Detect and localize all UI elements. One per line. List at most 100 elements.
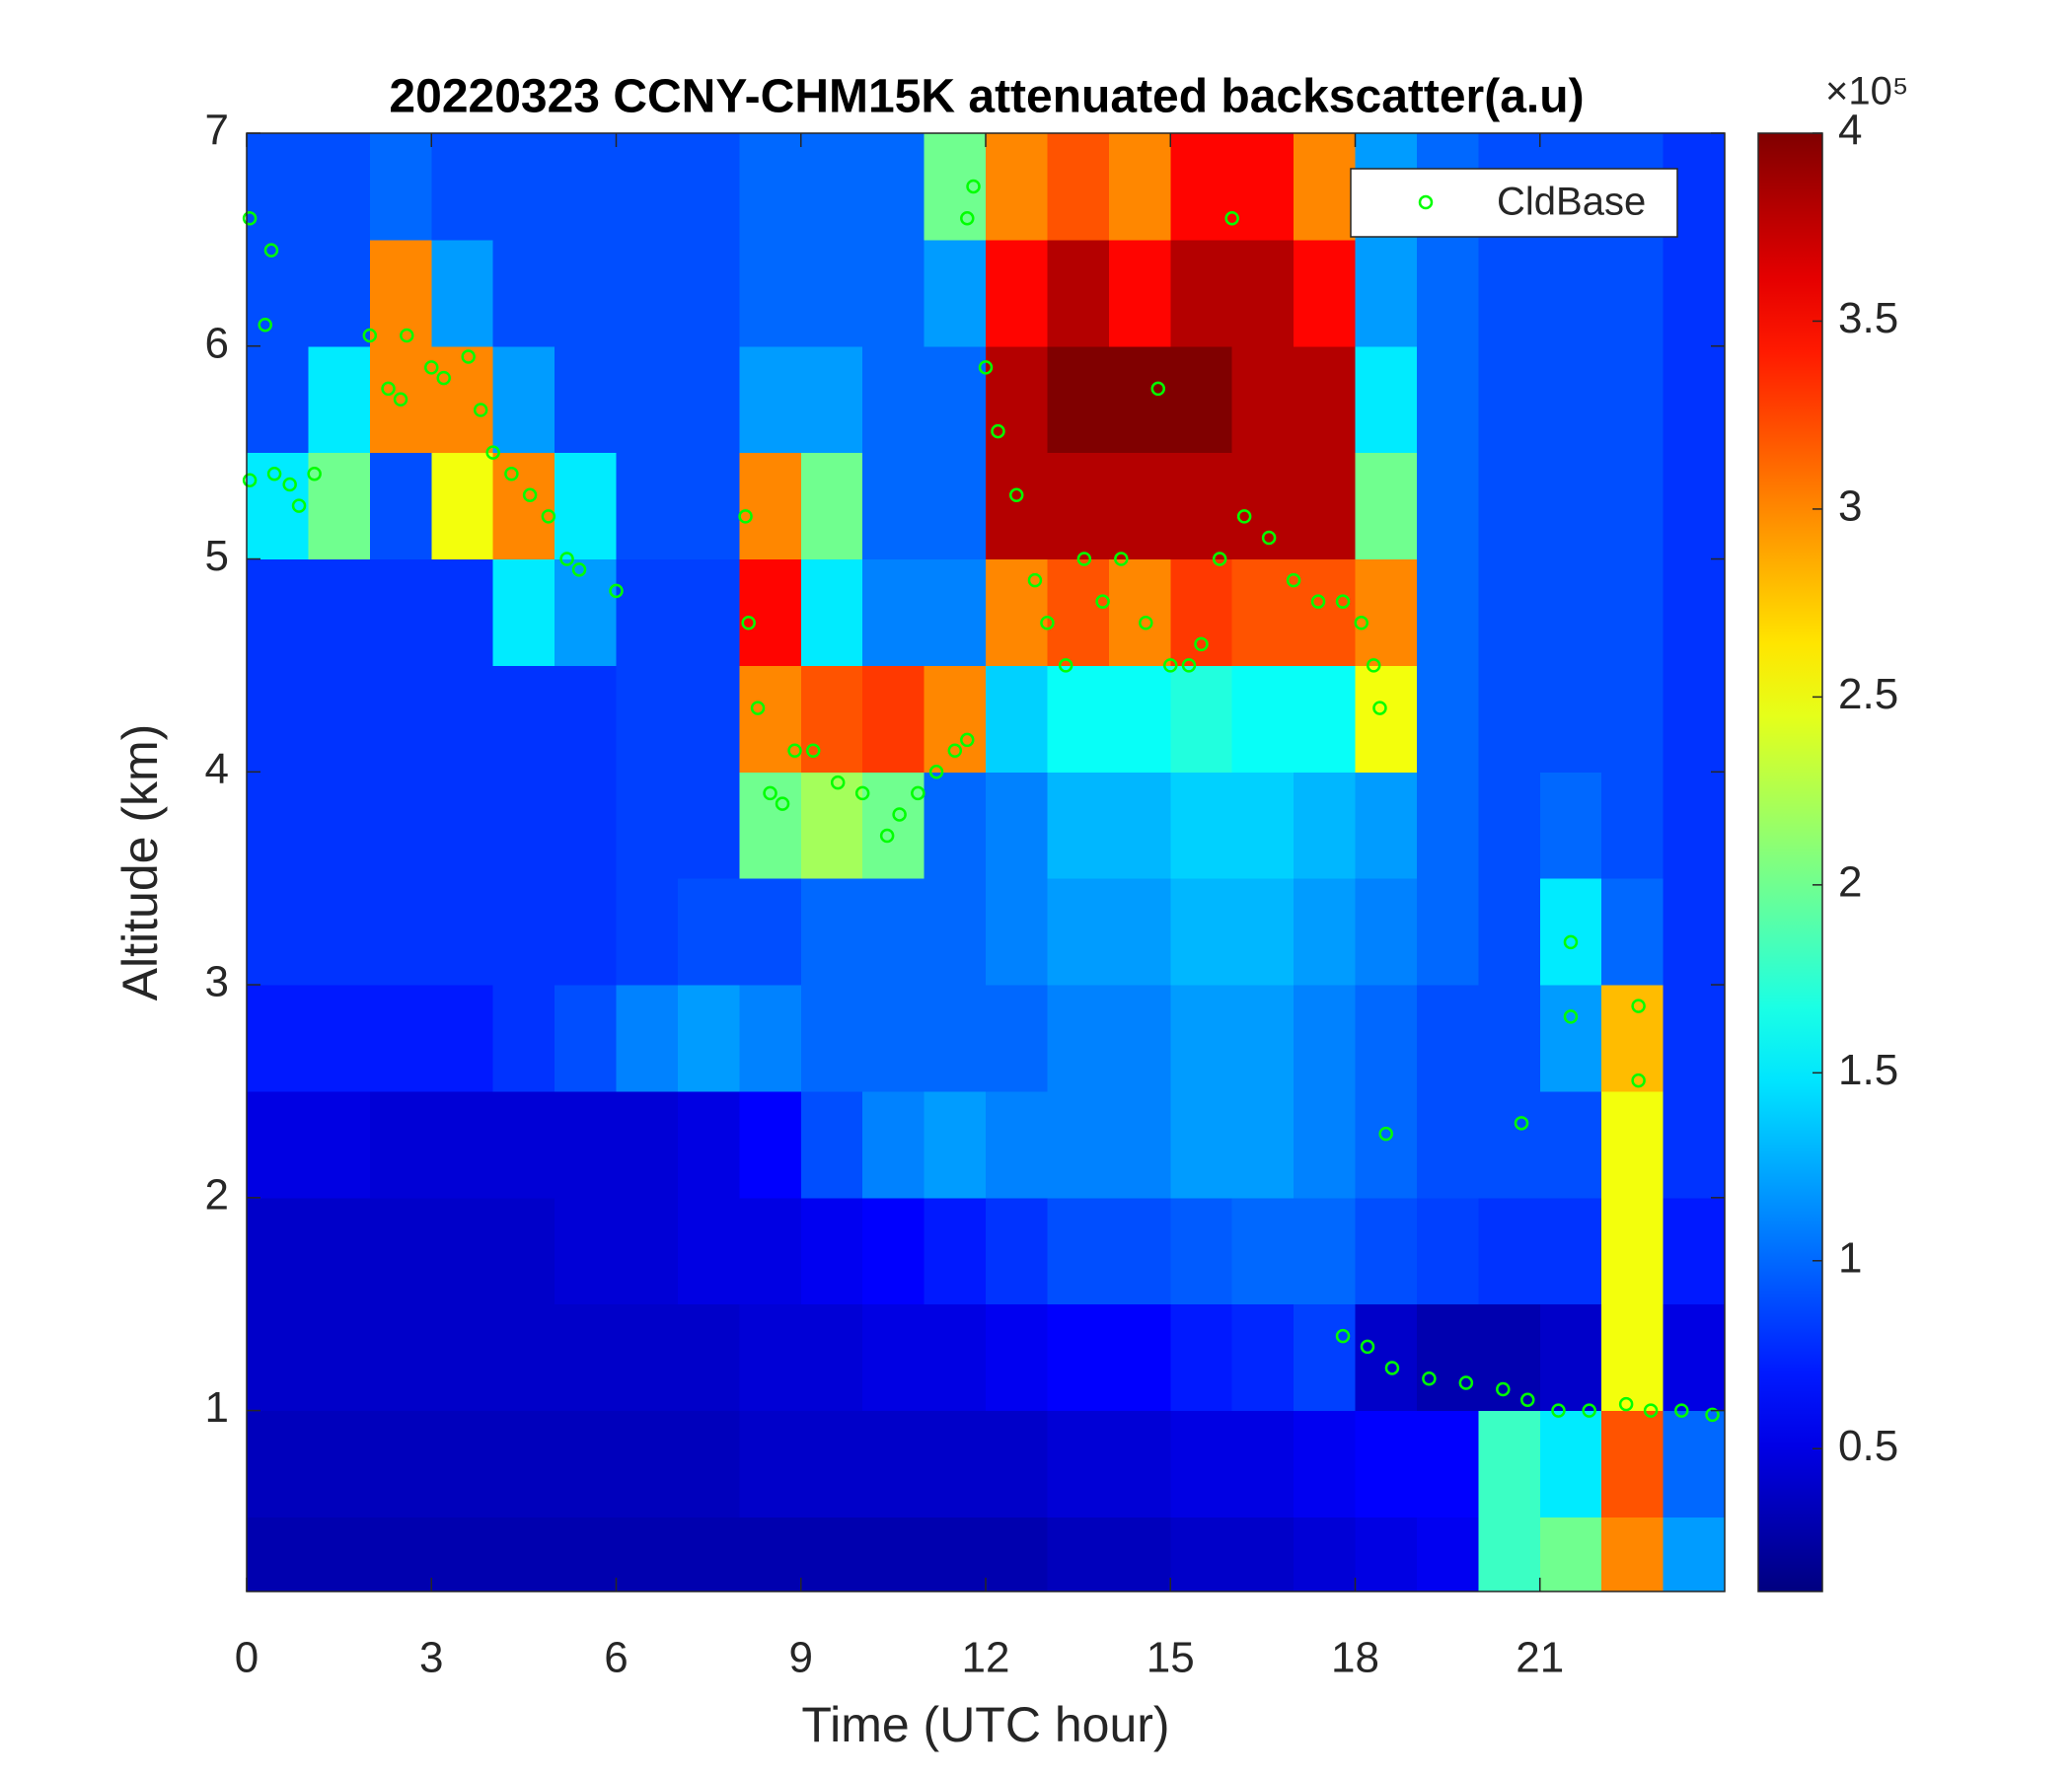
- heatmap-cell: [1539, 558, 1602, 666]
- heatmap-cell: [1108, 452, 1171, 560]
- heatmap-cell: [555, 1303, 617, 1412]
- heatmap-cell: [616, 239, 679, 347]
- heatmap-cell: [431, 1517, 494, 1592]
- cloud-base-point: [1705, 1407, 1720, 1423]
- heatmap-cell: [800, 239, 863, 347]
- heatmap-cell: [1355, 772, 1418, 879]
- heatmap-cell: [616, 1197, 679, 1305]
- heatmap-cell: [862, 1517, 925, 1592]
- cloud-base-point: [522, 487, 538, 503]
- heatmap-cell: [1539, 1197, 1602, 1305]
- heatmap-cell: [677, 1410, 740, 1517]
- heatmap-cell: [1047, 452, 1110, 560]
- heatmap-cell: [1231, 133, 1295, 241]
- heatmap-cell: [1601, 665, 1665, 773]
- heatmap-cell: [1047, 985, 1110, 1092]
- heatmap-cell: [1355, 558, 1418, 666]
- colorbar-tick-label: 3: [1838, 482, 1862, 531]
- heatmap-cell: [986, 133, 1048, 241]
- heatmap-cell: [247, 1090, 309, 1199]
- heatmap-cell: [1601, 1090, 1665, 1199]
- heatmap-cell: [924, 878, 987, 986]
- heatmap-cell: [1539, 878, 1602, 986]
- cloud-base-point: [750, 701, 766, 715]
- heatmap-cell: [1108, 133, 1171, 241]
- heatmap-cell: [1539, 665, 1602, 773]
- heatmap-cell: [1294, 665, 1356, 773]
- heatmap-cell: [1601, 345, 1665, 454]
- heatmap-cell: [677, 772, 740, 879]
- cloud-base-point: [1008, 487, 1024, 503]
- y-tick-label: 1: [205, 1383, 229, 1432]
- cloud-base-points: [242, 179, 1720, 1423]
- heatmap-cell: [492, 345, 555, 454]
- cloud-base-point: [991, 423, 1005, 439]
- cloud-base-point: [436, 370, 451, 386]
- colorbar-tick-label: 1.5: [1838, 1046, 1898, 1094]
- heatmap-cell: [924, 772, 987, 879]
- heatmap-cell: [369, 345, 432, 454]
- cloud-base-point: [1224, 211, 1239, 226]
- heatmap-cell: [924, 558, 987, 666]
- heatmap-cell: [1539, 239, 1602, 347]
- heatmap-cell: [739, 1090, 802, 1199]
- cloud-base-point: [1366, 658, 1381, 673]
- heatmap-cell: [431, 1303, 494, 1412]
- heatmap-cell: [555, 558, 617, 666]
- heatmap-cell: [1355, 1197, 1418, 1305]
- heatmap-cell: [986, 665, 1048, 773]
- heatmap-cell: [677, 665, 740, 773]
- heatmap-cell: [986, 558, 1048, 666]
- cloud-base-point: [1458, 1375, 1474, 1390]
- heatmap-cell: [1231, 1303, 1295, 1412]
- heatmap-cell: [308, 1410, 371, 1517]
- heatmap-cell: [492, 1303, 555, 1412]
- heatmap-cell: [1663, 1197, 1726, 1305]
- cloud-base-point: [258, 317, 272, 333]
- cloud-base-point: [966, 179, 981, 194]
- heatmap-cell: [492, 558, 555, 666]
- x-tick-label: 3: [419, 1634, 443, 1682]
- heatmap-cell: [1416, 452, 1479, 560]
- heatmap-cell: [739, 1197, 802, 1305]
- heatmap-cell: [862, 452, 925, 560]
- colorbar: [1757, 132, 1823, 1592]
- heatmap-cell: [616, 772, 679, 879]
- y-axis-label: Altitude (km): [112, 724, 168, 1001]
- heatmap-cell: [677, 1197, 740, 1305]
- x-tick-label: 18: [1331, 1634, 1379, 1682]
- heatmap-cell: [1108, 558, 1171, 666]
- heatmap-cell: [369, 878, 432, 986]
- heatmap-cell: [431, 1410, 494, 1517]
- heatmap-cell: [555, 878, 617, 986]
- heatmap-cell: [986, 985, 1048, 1092]
- heatmap-cell: [1539, 1303, 1602, 1412]
- heatmap-cell: [739, 345, 802, 454]
- heatmap-cell: [1047, 133, 1110, 241]
- cloud-base-point: [1194, 636, 1209, 652]
- cloud-base-point: [282, 477, 297, 492]
- heatmap-cell: [369, 558, 432, 666]
- heatmap-cell: [1231, 1197, 1295, 1305]
- cloud-base-point: [1261, 530, 1277, 546]
- heatmap-cell: [369, 1090, 432, 1199]
- heatmap-cell: [555, 772, 617, 879]
- heatmap-cell: [677, 878, 740, 986]
- heatmap-cell: [308, 985, 371, 1092]
- heatmap-cell: [555, 345, 617, 454]
- y-tick-label: 6: [205, 319, 229, 367]
- cloud-base-point: [1422, 1370, 1437, 1386]
- heatmap-cell: [1663, 1517, 1726, 1592]
- cloud-base-point: [559, 552, 574, 566]
- cloud-base-point: [291, 498, 307, 513]
- cloud-base-point: [1582, 1403, 1596, 1418]
- heatmap-cell: [1416, 239, 1479, 347]
- cloud-base-point: [1563, 1009, 1579, 1024]
- heatmap-cell: [1170, 1410, 1233, 1517]
- heatmap-cell: [616, 1303, 679, 1412]
- heatmap-cell: [1108, 1090, 1171, 1199]
- heatmap-cell: [1231, 1410, 1295, 1517]
- heatmap-cell: [369, 452, 432, 560]
- heatmap-cell: [1047, 878, 1110, 986]
- heatmap-cell: [677, 239, 740, 347]
